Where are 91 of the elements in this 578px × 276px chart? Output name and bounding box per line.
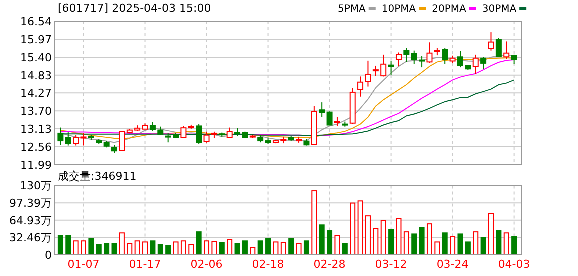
chart-title: 成交量:346911 [58,170,137,183]
bar [73,240,79,256]
bar [88,238,94,256]
bar [496,230,502,256]
bar [480,237,486,256]
bar [58,235,64,256]
bar [188,244,194,256]
bar [412,234,418,256]
candlestick [358,76,364,98]
bar [104,243,110,256]
bar [512,236,518,256]
bar [266,238,272,256]
x-tick-label: 04-03 [498,258,530,271]
bar [373,228,379,256]
bar [458,234,464,256]
bar [119,232,125,256]
bar [450,236,456,256]
legend-label: 20PMA [432,4,466,15]
bar [426,224,432,256]
x-tick-label: 01-07 [68,258,100,271]
y-tick-label: 15.40 [20,51,52,64]
bar [180,240,186,256]
bar [158,244,164,256]
y-tick-label: 14.83 [20,69,52,82]
chart-title: [601717] 2025-04-03 15:00 [58,2,212,15]
bar [358,200,364,256]
bar [280,242,286,256]
y-tick-label: 16.54 [20,16,52,28]
x-tick-label: 02-06 [190,258,223,271]
legend-label: 30PMA [482,4,517,15]
x-tick-label: 03-12 [375,258,408,271]
bar [434,242,440,256]
candlestick [319,102,326,118]
bar [166,245,172,256]
bar [81,240,87,256]
bar [242,240,248,256]
y-tick-label: 32.46万 [10,232,52,245]
bar [96,244,102,256]
bar [212,241,218,256]
y-tick-label: 64.93万 [10,214,52,228]
bar [342,243,348,256]
y-tick-label: 13.13 [20,123,52,136]
y-tick-label: 13.70 [20,105,52,118]
bar [250,247,256,256]
y-tick-label: 12.56 [20,141,52,154]
bar [296,243,302,256]
x-tick-label: 03-24 [436,258,469,271]
bar [204,240,210,256]
bar [465,242,471,256]
y-tick-label: 130万 [20,180,52,193]
bar [350,202,356,256]
y-tick-label: 97.39万 [10,197,52,210]
bar [288,238,294,256]
bar [196,232,202,256]
bar [388,229,394,256]
bar [319,224,325,256]
y-tick-label: 11.99 [20,159,52,172]
bar [504,232,510,256]
bar [442,232,448,256]
bar [219,242,225,256]
bar [258,240,264,256]
x-tick-label: 01-17 [129,258,162,271]
bar [365,216,371,256]
bar [273,242,279,256]
bar [227,239,233,256]
y-tick-label: 14.27 [20,87,52,100]
bar [304,240,310,256]
bar [66,235,72,256]
bar [150,240,156,256]
bar [404,232,410,256]
y-tick-label: 0 [45,249,52,262]
bar [473,232,479,256]
bar [127,243,133,256]
legend-label: 10PMA [382,4,416,15]
bar [327,230,333,256]
bar [312,190,318,256]
bar [396,218,402,256]
x-tick-label: 02-28 [314,258,346,271]
bar [142,242,148,256]
legend-label: 5PMA [338,4,366,15]
x-tick-label: 02-18 [252,258,284,271]
bar [488,213,494,256]
bar [173,242,179,256]
bar [234,243,240,256]
bar [134,240,140,256]
bar [112,243,118,256]
candlestick [365,60,372,88]
y-tick-label: 15.97 [20,33,52,46]
bar [419,227,425,256]
bar [334,235,340,256]
bar [380,220,386,256]
